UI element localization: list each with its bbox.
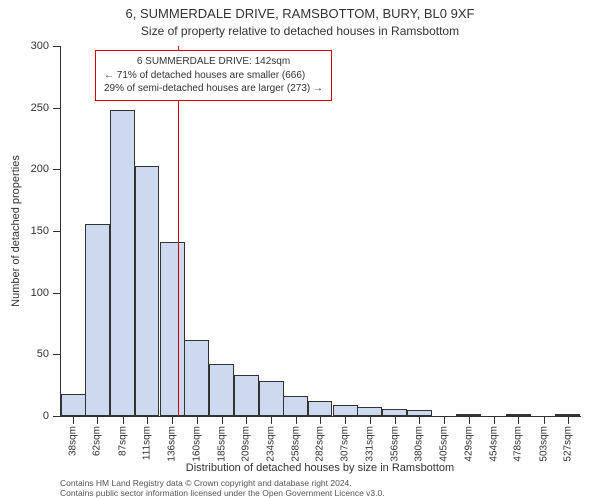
y-tick (53, 108, 60, 109)
x-tick (320, 417, 321, 424)
y-tick-label: 200 (31, 163, 49, 175)
chart-subtitle: Size of property relative to detached ho… (0, 24, 600, 38)
x-tick (518, 417, 519, 424)
y-tick-label: 0 (43, 410, 49, 422)
histogram-bar (110, 110, 135, 416)
x-tick (345, 417, 346, 424)
x-tick (197, 417, 198, 424)
x-tick (395, 417, 396, 424)
x-tick-label: 258sqm (290, 426, 301, 462)
x-tick (370, 417, 371, 424)
x-tick (544, 417, 545, 424)
x-tick-label: 527sqm (562, 426, 573, 462)
x-tick-label: 380sqm (414, 426, 425, 462)
info-box-line: 29% of semi-detached houses are larger (… (104, 82, 323, 96)
x-tick (444, 417, 445, 424)
x-tick (271, 417, 272, 424)
y-tick-label: 250 (31, 102, 49, 114)
x-tick (123, 417, 124, 424)
x-tick-label: 136sqm (167, 426, 178, 462)
x-tick-label: 405sqm (439, 426, 450, 462)
x-tick-label: 356sqm (389, 426, 400, 462)
footer-line-2: Contains public sector information licen… (60, 488, 580, 498)
plot-inner: 05010015020025030038sqm62sqm87sqm111sqm1… (61, 46, 581, 416)
y-tick (53, 231, 60, 232)
y-tick (53, 169, 60, 170)
y-tick (53, 354, 60, 355)
y-tick-label: 150 (31, 225, 49, 237)
x-tick-label: 87sqm (117, 426, 128, 456)
x-tick-label: 209sqm (241, 426, 252, 462)
x-tick (97, 417, 98, 424)
y-tick (53, 416, 60, 417)
x-tick-label: 503sqm (538, 426, 549, 462)
chart-title: 6, SUMMERDALE DRIVE, RAMSBOTTOM, BURY, B… (0, 6, 600, 21)
x-tick (469, 417, 470, 424)
x-tick-label: 331sqm (364, 426, 375, 462)
x-tick (246, 417, 247, 424)
histogram-bar (456, 414, 481, 416)
histogram-bar (506, 414, 531, 416)
figure: 6, SUMMERDALE DRIVE, RAMSBOTTOM, BURY, B… (0, 0, 600, 500)
x-tick (147, 417, 148, 424)
x-tick (568, 417, 569, 424)
histogram-bar (283, 396, 308, 416)
x-tick-label: 429sqm (463, 426, 474, 462)
histogram-bar (61, 394, 86, 416)
x-tick-label: 307sqm (340, 426, 351, 462)
x-axis-label: Distribution of detached houses by size … (60, 462, 580, 474)
y-tick (53, 46, 60, 47)
x-tick (419, 417, 420, 424)
x-tick (296, 417, 297, 424)
x-tick-label: 62sqm (92, 426, 103, 456)
histogram-bar (85, 224, 110, 416)
footer-line-1: Contains HM Land Registry data © Crown c… (60, 478, 580, 488)
info-box: 6 SUMMERDALE DRIVE: 142sqm← 71% of detac… (95, 50, 332, 101)
x-tick (494, 417, 495, 424)
footer-credits: Contains HM Land Registry data © Crown c… (60, 478, 580, 498)
x-tick-label: 454sqm (488, 426, 499, 462)
info-box-line: 6 SUMMERDALE DRIVE: 142sqm (104, 55, 323, 69)
histogram-bar (555, 414, 580, 416)
info-box-line: ← 71% of detached houses are smaller (66… (104, 69, 323, 83)
histogram-bar (407, 410, 432, 416)
histogram-bar (259, 381, 284, 416)
y-tick (53, 293, 60, 294)
x-tick-label: 160sqm (191, 426, 202, 462)
x-tick-label: 234sqm (266, 426, 277, 462)
histogram-bar (234, 375, 259, 416)
x-tick-label: 282sqm (314, 426, 325, 462)
x-tick-label: 185sqm (216, 426, 227, 462)
y-axis-label: Number of detached properties (10, 46, 22, 416)
histogram-bar (357, 407, 382, 416)
y-tick-label: 100 (31, 287, 49, 299)
x-tick (222, 417, 223, 424)
x-tick-label: 478sqm (513, 426, 524, 462)
plot-area: 05010015020025030038sqm62sqm87sqm111sqm1… (60, 46, 581, 417)
y-tick-label: 50 (37, 348, 49, 360)
y-tick-label: 300 (31, 40, 49, 52)
histogram-bar (308, 401, 333, 416)
histogram-bar (382, 409, 407, 416)
histogram-bar (184, 340, 209, 416)
histogram-bar (333, 405, 358, 416)
histogram-bar (209, 364, 234, 416)
x-tick-label: 38sqm (68, 426, 79, 456)
histogram-bar (160, 242, 185, 416)
x-tick (73, 417, 74, 424)
x-tick (172, 417, 173, 424)
x-tick-label: 111sqm (141, 426, 152, 460)
reference-line (178, 46, 179, 416)
histogram-bar (135, 166, 160, 416)
